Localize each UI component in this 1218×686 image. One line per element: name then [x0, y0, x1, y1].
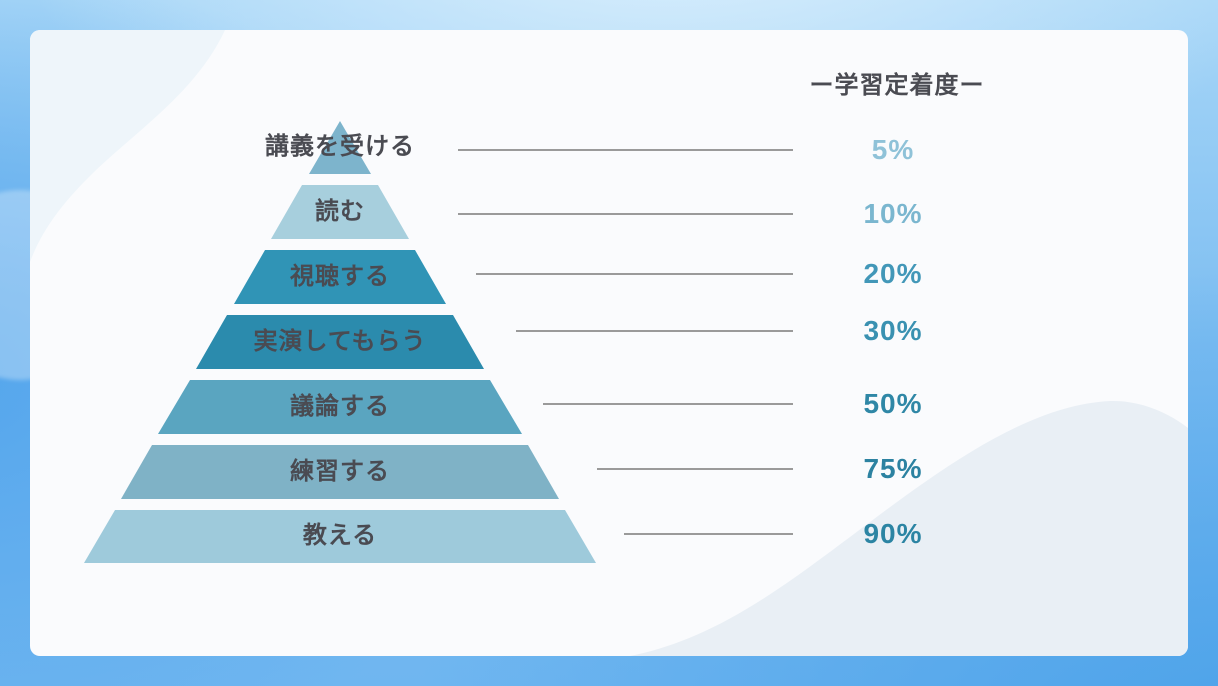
- level-3-connector-line: [476, 273, 793, 275]
- pyramid-level-5-shape: [158, 380, 522, 434]
- chart-title: ー学習定着度ー: [809, 72, 985, 99]
- level-7-connector-line: [624, 533, 793, 535]
- level-2-label: 読む: [315, 198, 365, 225]
- level-1-label: 講義を受ける: [265, 133, 415, 160]
- pyramid-level-2-shape: [271, 185, 409, 239]
- level-6-percentage: 75%: [863, 453, 923, 484]
- level-1-connector-line: [458, 149, 793, 151]
- level-6-label: 練習する: [290, 458, 390, 485]
- level-3-label: 視聴する: [290, 263, 390, 290]
- level-6-connector-line: [597, 468, 793, 470]
- card-wave-decorations: [30, 30, 1188, 656]
- level-1-percentage: 5%: [871, 134, 915, 165]
- level-3-percentage: 20%: [863, 258, 923, 289]
- level-5-connector-line: [543, 403, 793, 405]
- level-5-percentage: 50%: [863, 388, 923, 419]
- level-2-connector-line: [458, 213, 793, 215]
- wave-decoration-bottom-right: [630, 400, 1188, 656]
- level-4-label: 実演してもらう: [253, 328, 427, 355]
- pyramid-level-6-shape: [121, 445, 559, 499]
- pyramid-diagram: [84, 121, 596, 563]
- content-card: ー学習定着度ー 講義を受ける 読む 視聴する 実演してもらう 議論する 練習する…: [30, 30, 1188, 656]
- level-2-percentage: 10%: [863, 198, 923, 229]
- pyramid-level-4-shape: [196, 315, 484, 369]
- wave-decoration-top-left: [30, 30, 225, 262]
- pyramid-level-7-shape: [84, 510, 596, 563]
- level-4-percentage: 30%: [863, 315, 923, 346]
- level-4-connector-line: [516, 330, 793, 332]
- level-7-percentage: 90%: [863, 518, 923, 549]
- pyramid-level-3-shape: [234, 250, 446, 304]
- pyramid-level-1-shape: [309, 121, 371, 174]
- level-5-label: 議論する: [290, 393, 390, 420]
- level-7-label: 教える: [302, 522, 378, 549]
